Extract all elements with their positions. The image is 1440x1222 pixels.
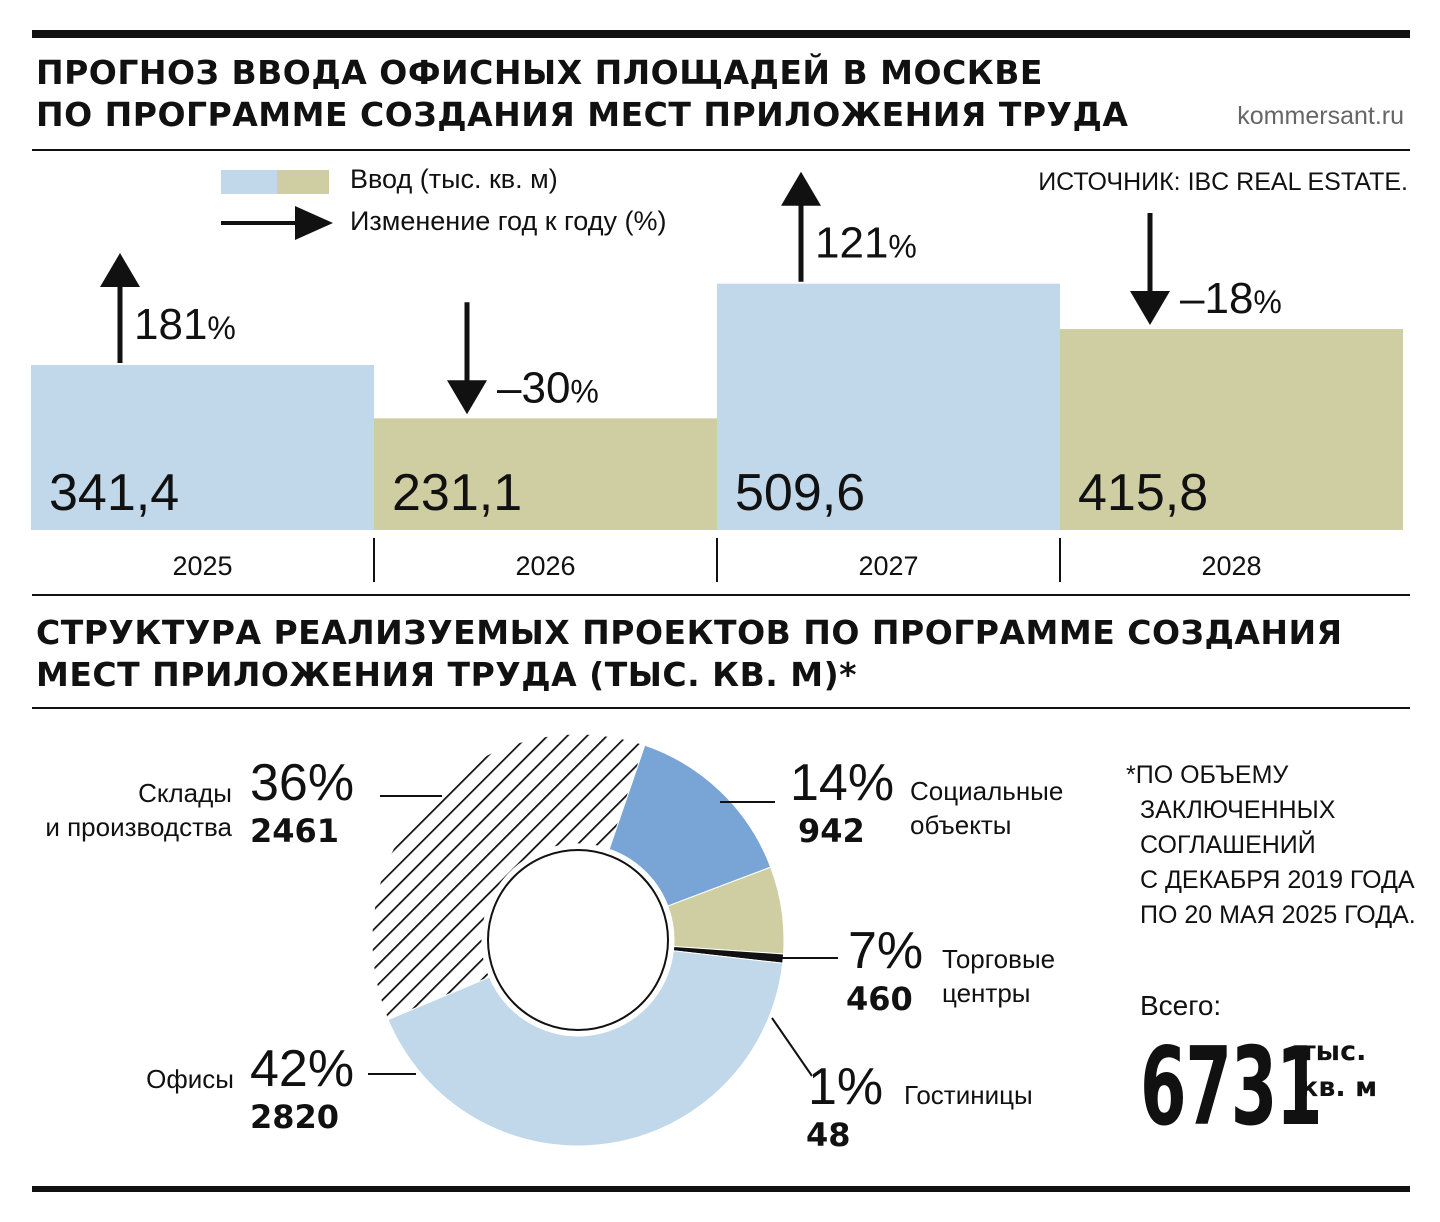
section2-title: СТРУКТУРА РЕАЛИЗУЕМЫХ ПРОЕКТОВ ПО ПРОГРА…	[36, 612, 1343, 696]
total-value: 6731	[1140, 1025, 1323, 1150]
bar-value-label: 509,6	[735, 464, 865, 522]
total-unit-line2: кв. м	[1300, 1072, 1378, 1103]
slice-pct-label: 42%	[250, 1040, 354, 1098]
footnote: *ПО ОБЪЕМУ ЗАКЛЮЧЕННЫХ СОГЛАШЕНИЙ С ДЕКА…	[1126, 758, 1416, 933]
donut-slice	[387, 950, 784, 1147]
donut-center-circle	[487, 849, 669, 1031]
slice-pct-label: 14%	[790, 754, 894, 812]
bar	[374, 418, 717, 530]
donut-slice	[608, 744, 772, 907]
slice-name-label: объекты	[910, 810, 1011, 840]
bar	[31, 365, 374, 530]
page-title-line1: ПРОГНОЗ ВВОДА ОФИСНЫХ ПЛОЩАДЕЙ В МОСКВЕ	[36, 53, 1043, 92]
total-unit: тыс. кв. м	[1300, 1034, 1377, 1106]
footnote-line: *ПО ОБЪЕМУ	[1126, 761, 1289, 789]
change-label: 121%	[815, 219, 917, 268]
slice-name-label: Офисы	[146, 1064, 234, 1094]
legend-swatch-khaki	[277, 170, 329, 194]
page-title-line2: ПО ПРОГРАММЕ СОЗДАНИЯ МЕСТ ПРИЛОЖЕНИЯ ТР…	[36, 95, 1129, 134]
bar-chart: 341,4 2025 181% 231,1 2026 –30% 509,6 2027 121% 4…	[31, 171, 1403, 582]
slice-name-label: и производства	[45, 812, 232, 842]
bar-value-label: 415,8	[1078, 464, 1208, 522]
donut-slice	[371, 733, 646, 1021]
footnote-line: СОГЛАШЕНИЙ	[1140, 831, 1316, 859]
title-divider	[32, 149, 1410, 151]
section2-title-line1: СТРУКТУРА РЕАЛИЗУЕМЫХ ПРОЕКТОВ ПО ПРОГРА…	[36, 613, 1343, 652]
legend-bars-label: Ввод (тыс. кв. м)	[350, 164, 558, 194]
slice-name-label: Склады	[138, 778, 232, 808]
bar-value-label: 231,1	[392, 464, 522, 522]
footnote-line: С ДЕКАБРЯ 2019 ГОДА	[1140, 866, 1415, 894]
bar	[717, 283, 1060, 530]
slice-name-label: Гостиницы	[904, 1080, 1033, 1110]
slice-pct-label: 1%	[808, 1058, 883, 1116]
section-divider	[32, 594, 1410, 596]
up-arrow-icon	[781, 171, 821, 282]
slice-value-label: 460	[846, 980, 913, 1018]
section2-title-divider	[32, 707, 1410, 709]
slice-pct-label: 7%	[848, 922, 923, 980]
site-name: kommersant.ru	[1237, 102, 1404, 130]
bottom-rule	[32, 1186, 1410, 1192]
down-arrow-icon	[447, 302, 487, 415]
up-arrow-icon	[100, 253, 140, 364]
bar-value-label: 341,4	[49, 464, 179, 522]
x-tick-label: 2028	[1201, 551, 1261, 581]
slice-name-label: центры	[942, 978, 1030, 1008]
source-note: ИСТОЧНИК: IBC REAL ESTATE.	[1038, 168, 1408, 196]
slice-name-label: Торговые	[942, 944, 1055, 974]
change-label: –18%	[1180, 274, 1282, 323]
top-rule	[32, 30, 1410, 38]
legend-arrow-label: Изменение год к году (%)	[350, 206, 667, 236]
down-arrow-icon	[1130, 213, 1170, 326]
slice-value-label: 942	[798, 812, 865, 850]
section2-title-line2: МЕСТ ПРИЛОЖЕНИЯ ТРУДА (ТЫС. КВ. М)*	[36, 655, 857, 694]
total-label: Всего:	[1140, 990, 1222, 1021]
page-title: ПРОГНОЗ ВВОДА ОФИСНЫХ ПЛОЩАДЕЙ В МОСКВЕ …	[36, 52, 1128, 136]
slice-value-label: 2461	[250, 812, 339, 850]
leader-line	[771, 1017, 813, 1077]
footnote-line: ЗАКЛЮЧЕННЫХ	[1140, 796, 1336, 824]
slice-value-label: 2820	[250, 1098, 339, 1136]
x-tick-label: 2025	[172, 551, 232, 581]
slice-pct-label: 36%	[250, 754, 354, 812]
bar	[1060, 329, 1403, 530]
total-unit-line1: тыс.	[1300, 1036, 1367, 1067]
change-label: –30%	[497, 363, 599, 412]
x-tick-label: 2026	[515, 551, 575, 581]
legend-swatch-blue	[221, 170, 277, 194]
slice-value-label: 48	[806, 1116, 851, 1154]
footnote-line: ПО 20 МАЯ 2025 ГОДА.	[1140, 901, 1416, 929]
change-label: 181%	[134, 300, 236, 349]
slice-name-label: Социальные	[910, 776, 1063, 806]
x-tick-label: 2027	[858, 551, 918, 581]
legend-arrow-icon	[221, 206, 333, 240]
donut-chart: 36%2461 Склады и производства 14%942 Социаль…	[45, 733, 1063, 1154]
